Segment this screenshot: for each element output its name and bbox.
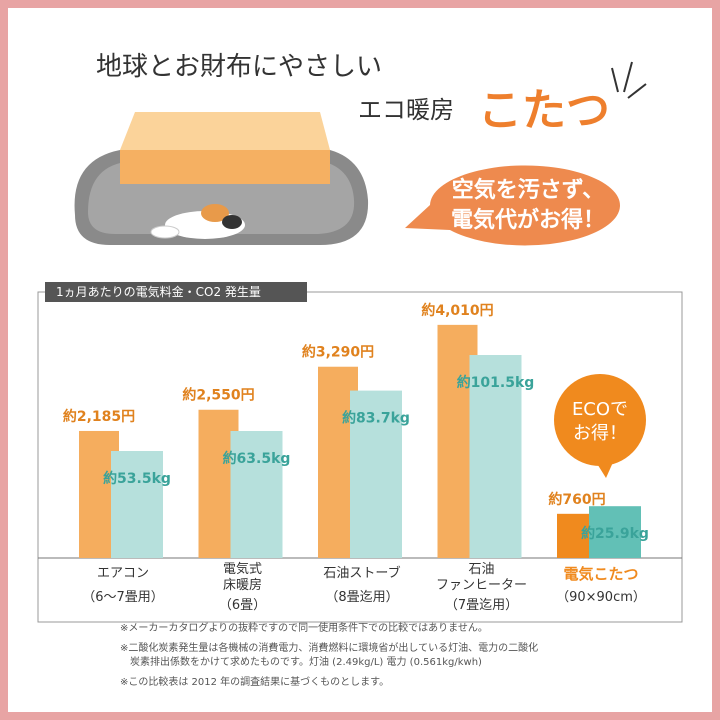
chart-frame [37, 291, 683, 623]
value-label: 約2,550円 [182, 387, 254, 404]
speech-bubble [405, 165, 620, 246]
cat-patch [222, 215, 242, 229]
footnote: ※二酸化炭素発生量は各機械の消費電力、消費燃料に環境省が出している灯油、電力の二… [120, 643, 539, 668]
value-label: 約83.7kg [342, 410, 410, 427]
value-label: 約25.9kg [581, 525, 649, 542]
value-label: 約2,185円 [63, 408, 135, 425]
chart-title: 1ヵ月あたりの電気料金・CO2 発生量 [56, 284, 261, 299]
x-tick-note: （7畳迄用） [444, 598, 519, 613]
x-tick-note: （6畳） [218, 598, 267, 613]
value-label: 約3,290円 [302, 344, 374, 361]
bar [230, 431, 283, 558]
cat-paw [150, 225, 180, 239]
x-tick-label: 電気式 床暖房 [222, 562, 262, 593]
bubble-text: 空気を汚さず、 電気代がお得！ [450, 178, 605, 233]
callout-tail [596, 460, 614, 478]
value-label: 約101.5kg [457, 374, 535, 391]
title-emphasis: こたつ [478, 85, 610, 136]
x-tick-note: （90×90cm） [556, 590, 646, 605]
x-tick-note: （8畳迄用） [325, 590, 399, 605]
cat-patch [201, 204, 229, 222]
value-label: 約760円 [548, 491, 605, 508]
kotatsu-top [120, 112, 330, 150]
accent-lines [611, 61, 647, 99]
value-label: 約63.5kg [223, 450, 291, 467]
bar [350, 390, 402, 558]
callout-text: ECOで お得！ [571, 399, 629, 444]
callout-circle [554, 374, 646, 466]
title-line1: 地球とお財布にやさしい [96, 52, 383, 82]
x-tick-label: 電気こたつ [563, 565, 639, 583]
x-tick-label: 石油 ファンヒーター [435, 562, 527, 593]
footnote: ※メーカーカタログよりの抜粋ですので同一使用条件下での比較ではありません。 [120, 623, 488, 634]
value-label: 約53.5kg [103, 470, 171, 487]
title-line2: エコ暖房 [358, 96, 454, 124]
value-label: 約4,010円 [421, 302, 493, 319]
x-tick-label: 石油ストーブ [323, 566, 401, 581]
x-tick-label: エアコン [96, 566, 149, 581]
bar [589, 506, 641, 558]
footnote: ※この比較表は 2012 年の調査結果に基づくものとします。 [120, 677, 390, 688]
bar [111, 451, 163, 558]
x-tick-note: （6〜7畳用） [82, 590, 164, 605]
bar [469, 355, 522, 558]
chart-header-bg [45, 282, 307, 302]
kotatsu-side [120, 150, 330, 184]
